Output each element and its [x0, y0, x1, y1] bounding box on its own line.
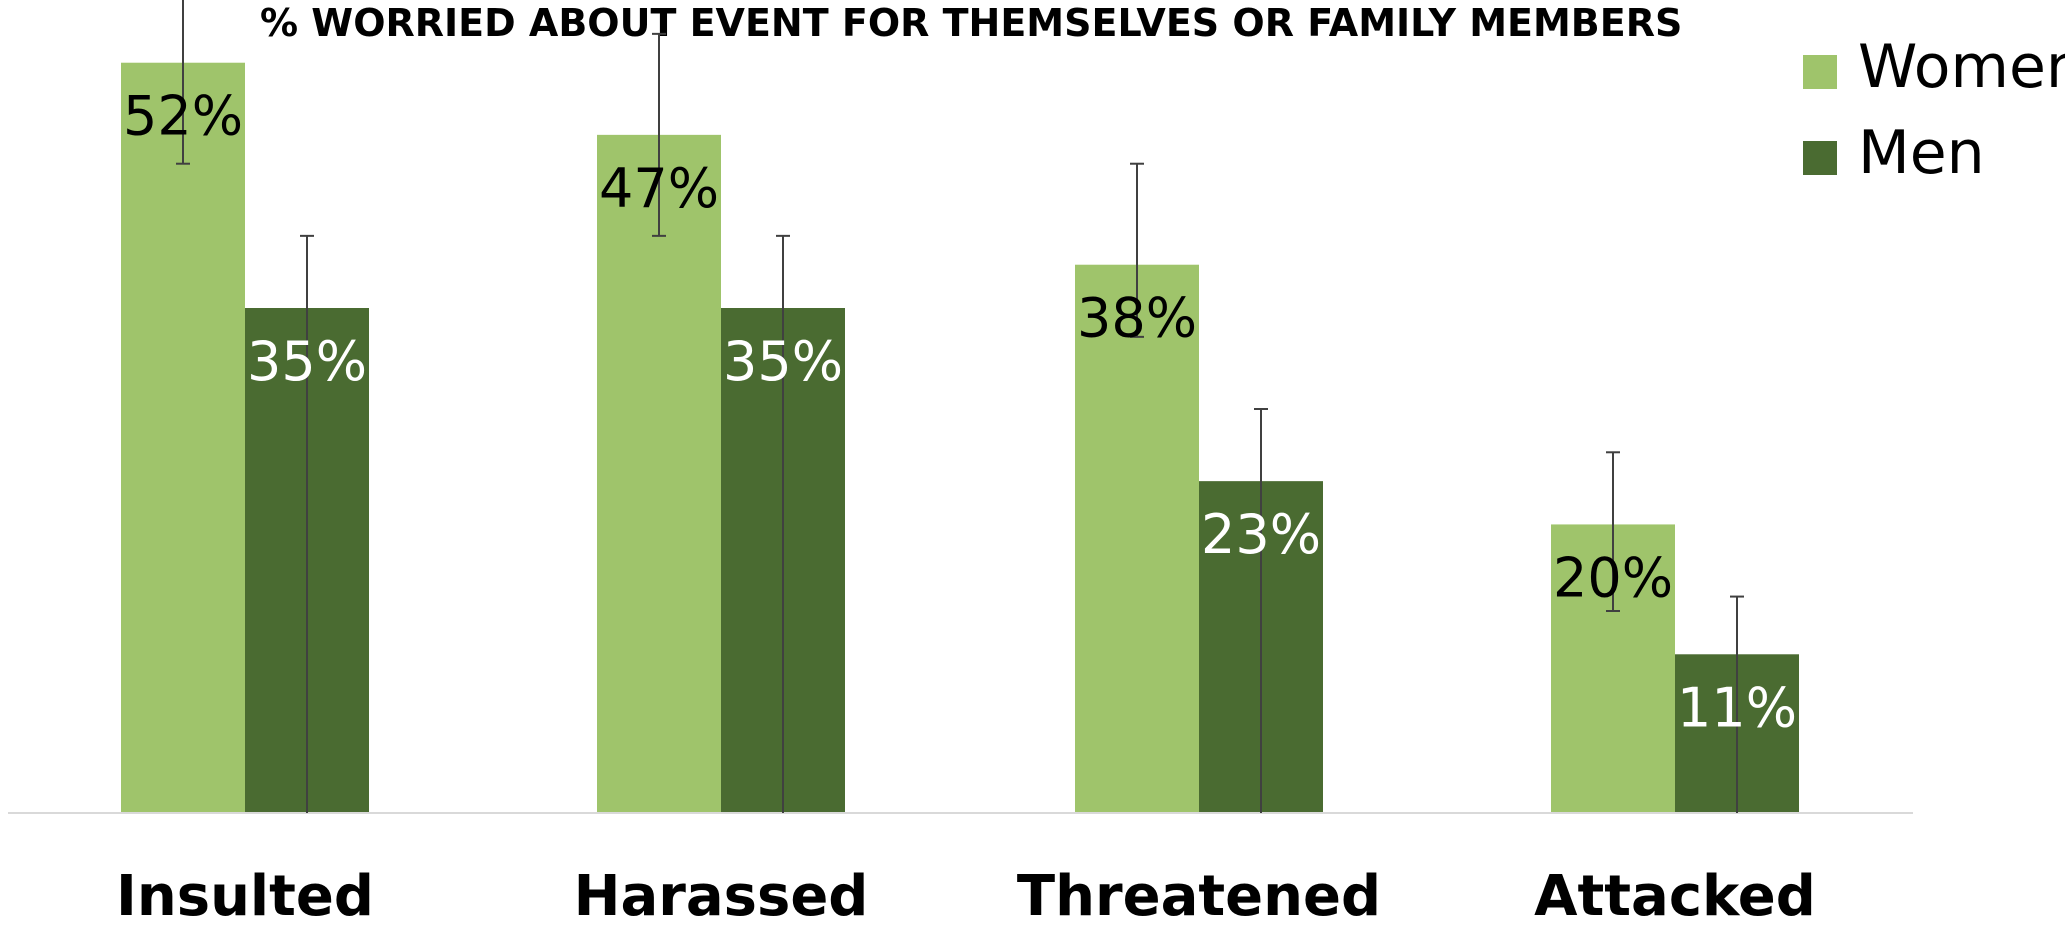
category-label-attacked: Attacked: [1534, 864, 1816, 924]
data-label-men-attacked: 11%: [1677, 676, 1797, 739]
error-bar-men-attacked: [1730, 595, 1744, 813]
category-label-insulted: Insulted: [116, 864, 374, 924]
data-label-men-threatened: 23%: [1201, 503, 1321, 566]
error-bar-women-threatened: [1130, 162, 1144, 338]
legend-swatch-women: [1803, 55, 1837, 89]
error-bar-women-insulted: [176, 0, 190, 165]
error-bar-men-threatened: [1254, 408, 1268, 813]
data-label-women-attacked: 20%: [1553, 546, 1673, 609]
chart-title: % WORRIED ABOUT EVENT FOR THEMSELVES OR …: [260, 1, 1682, 45]
data-label-women-harassed: 47%: [599, 157, 719, 220]
data-labels-layer: 52% 35% 47% 35% 38% 23% 20% 11%: [123, 85, 1797, 740]
legend-label-women: Women: [1858, 32, 2065, 102]
data-label-men-insulted: 35%: [247, 330, 367, 393]
legend-item-women: Women: [1803, 32, 2065, 102]
error-bar-men-insulted: [300, 234, 314, 813]
legend: Women Men: [1803, 32, 2065, 188]
legend-label-men: Men: [1858, 118, 1985, 188]
data-label-men-harassed: 35%: [723, 330, 843, 393]
error-bars-layer: [176, 0, 1744, 813]
error-bar-women-harassed: [652, 32, 666, 237]
data-label-women-threatened: 38%: [1077, 287, 1197, 350]
legend-swatch-men: [1803, 141, 1837, 175]
error-bar-men-harassed: [776, 234, 790, 813]
category-labels: Insulted Harassed Threatened Attacked: [116, 864, 1816, 929]
error-bar-women-attacked: [1606, 451, 1620, 612]
bars-layer: [121, 62, 1799, 813]
bar-women-insulted: [121, 62, 245, 813]
data-label-women-insulted: 52%: [123, 85, 243, 148]
legend-item-men: Men: [1803, 118, 1985, 188]
category-label-harassed: Harassed: [574, 864, 869, 924]
category-label-threatened: Threatened: [1017, 864, 1381, 924]
bar-women-harassed: [597, 134, 721, 813]
bar-women-threatened: [1075, 264, 1199, 813]
